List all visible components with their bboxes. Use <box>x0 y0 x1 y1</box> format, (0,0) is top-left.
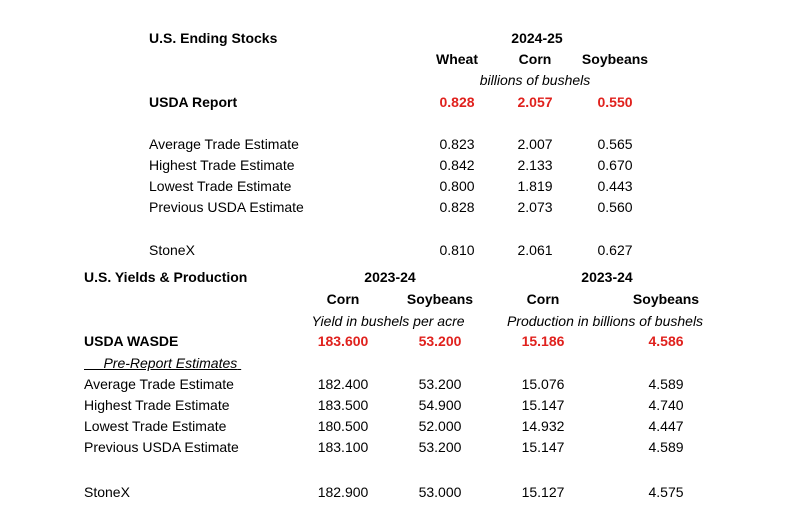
yields-year-left: 2023-24 <box>364 269 416 285</box>
high-yield-corn: 183.500 <box>317 397 369 413</box>
col-header-soybeans: Soybeans <box>581 51 649 67</box>
average-soybeans: 0.565 <box>597 136 633 152</box>
previous-corn: 2.073 <box>517 199 553 215</box>
previous-wheat: 0.828 <box>439 199 475 215</box>
stonex-prod-corn: 15.127 <box>521 484 565 500</box>
avg-yield-soybeans: 53.200 <box>418 376 462 392</box>
prev-prod-soybeans: 4.589 <box>648 439 684 455</box>
pre-report-subheading-text: Pre-Report Estimates <box>103 355 238 371</box>
usda-report-soybeans: 0.550 <box>597 94 633 110</box>
usda-report-corn: 2.057 <box>517 94 553 110</box>
wasde-prod-soybeans: 4.586 <box>648 333 684 349</box>
avg-prod-corn: 15.076 <box>521 376 565 392</box>
highest-corn: 2.133 <box>517 157 553 173</box>
row-label-stonex: StoneX <box>149 242 195 258</box>
col-header-wheat: Wheat <box>436 51 478 67</box>
wasde-yield-corn: 183.600 <box>317 333 369 349</box>
high-prod-corn: 15.147 <box>521 397 565 413</box>
col-header-yield-corn: Corn <box>326 291 360 307</box>
stonex-yield-soybeans: 53.000 <box>418 484 462 500</box>
stonex-wheat: 0.810 <box>439 242 475 258</box>
yields-row-label-lowest: Lowest Trade Estimate <box>84 418 227 434</box>
high-yield-soybeans: 54.900 <box>418 397 462 413</box>
prev-prod-corn: 15.147 <box>521 439 565 455</box>
col-header-prod-corn: Corn <box>526 291 560 307</box>
row-label-average: Average Trade Estimate <box>149 136 299 152</box>
row-label-previous: Previous USDA Estimate <box>149 199 304 215</box>
lowest-soybeans: 0.443 <box>597 178 633 194</box>
stonex-prod-soybeans: 4.575 <box>648 484 684 500</box>
col-header-prod-soybeans: Soybeans <box>632 291 700 307</box>
yields-title: U.S. Yields & Production <box>84 269 248 285</box>
high-prod-soybeans: 4.740 <box>648 397 684 413</box>
col-header-yield-soybeans: Soybeans <box>406 291 474 307</box>
yields-row-label-previous: Previous USDA Estimate <box>84 439 239 455</box>
ending-stocks-units: billions of bushels <box>479 72 591 88</box>
stonex-yield-corn: 182.900 <box>317 484 369 500</box>
avg-prod-soybeans: 4.589 <box>648 376 684 392</box>
ending-stocks-year: 2024-25 <box>511 30 563 46</box>
yields-row-label-highest: Highest Trade Estimate <box>84 397 230 413</box>
row-label-highest: Highest Trade Estimate <box>149 157 295 173</box>
lowest-wheat: 0.800 <box>439 178 475 194</box>
wasde-yield-soybeans: 53.200 <box>418 333 462 349</box>
prev-yield-soybeans: 53.200 <box>418 439 462 455</box>
row-label-usda-wasde: USDA WASDE <box>84 333 179 349</box>
stonex-soybeans: 0.627 <box>597 242 633 258</box>
highest-wheat: 0.842 <box>439 157 475 173</box>
average-corn: 2.007 <box>517 136 553 152</box>
prev-yield-corn: 183.100 <box>317 439 369 455</box>
pre-report-subheading: Pre-Report Estimates <box>84 355 241 371</box>
low-yield-soybeans: 52.000 <box>418 418 462 434</box>
low-prod-corn: 14.932 <box>521 418 565 434</box>
yields-row-label-stonex: StoneX <box>84 484 130 500</box>
wasde-prod-corn: 15.186 <box>521 333 565 349</box>
previous-soybeans: 0.560 <box>597 199 633 215</box>
stonex-corn: 2.061 <box>517 242 553 258</box>
usda-report-wheat: 0.828 <box>439 94 475 110</box>
low-prod-soybeans: 4.447 <box>648 418 684 434</box>
row-label-usda-report: USDA Report <box>149 94 238 110</box>
yields-units-left: Yield in bushels per acre <box>311 313 465 329</box>
avg-yield-corn: 182.400 <box>317 376 369 392</box>
col-header-corn: Corn <box>518 51 552 67</box>
highest-soybeans: 0.670 <box>597 157 633 173</box>
average-wheat: 0.823 <box>439 136 475 152</box>
yields-year-right: 2023-24 <box>581 269 633 285</box>
ending-stocks-title: U.S. Ending Stocks <box>149 30 278 46</box>
lowest-corn: 1.819 <box>517 178 553 194</box>
row-label-lowest: Lowest Trade Estimate <box>149 178 292 194</box>
low-yield-corn: 180.500 <box>317 418 369 434</box>
yields-units-right: Production in billions of bushels <box>506 313 704 329</box>
yields-row-label-average: Average Trade Estimate <box>84 376 234 392</box>
